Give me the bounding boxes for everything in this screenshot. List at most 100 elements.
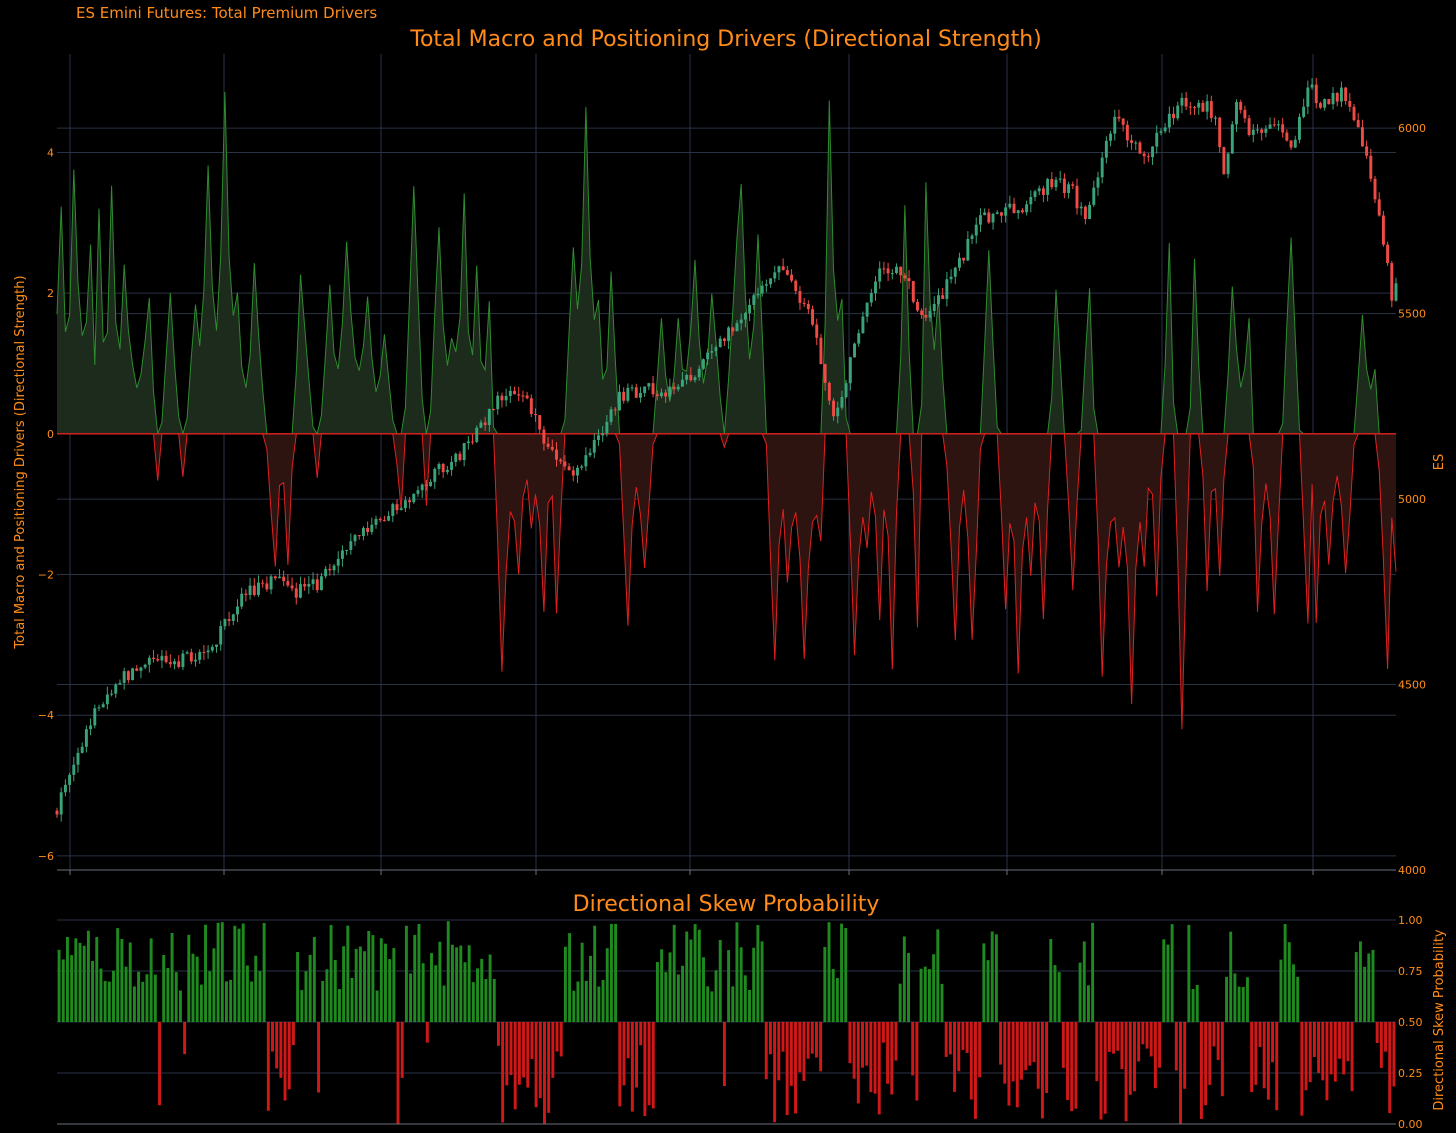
skew-bar [869,1022,873,1093]
skew-bar [877,1022,881,1115]
skew-bar [907,952,910,1022]
skew-bar [183,1022,187,1055]
candle-body [399,508,403,511]
skew-bar [103,980,107,1022]
candle-body [500,395,504,401]
candle-body [932,303,936,312]
candle-body [215,644,218,647]
skew-tick-label: 1.00 [1398,914,1423,927]
candle-body [1365,146,1369,156]
candle-body [815,324,819,338]
skew-bar [199,984,203,1022]
skew-bar [1066,1022,1069,1100]
candle-body [1037,188,1041,192]
skew-bar [1271,1022,1275,1063]
candle-body [798,291,802,303]
candle-body [265,583,269,590]
candle-body [257,582,260,595]
skew-bar [982,943,986,1022]
skew-bar [354,948,358,1022]
candle-body [916,301,919,311]
skew-bar [1392,1022,1396,1087]
skew-bar [1120,1022,1124,1070]
candle-body [517,394,521,396]
skew-bar [1099,1022,1103,1120]
candle-body [1109,133,1113,141]
skew-bar [300,990,304,1022]
candle-body [819,337,823,365]
candle-body [1289,140,1293,148]
skew-bar [597,986,601,1022]
skew-bar [158,1022,161,1106]
skew-bar [1007,1022,1011,1106]
skew-bar [911,1022,915,1076]
skew-bar [1149,1022,1153,1057]
skew-bar [681,965,685,1022]
candle-body [1079,206,1083,209]
skew-bar [496,1022,500,1046]
candle-body [664,392,668,397]
skew-bar [216,922,220,1022]
candle-body [605,421,609,434]
candle-body [521,395,525,397]
skew-bar [61,959,65,1022]
skew-bar [568,933,572,1022]
candle-body [1331,93,1335,105]
skew-bar [1312,1022,1316,1057]
candle-body [987,212,991,223]
skew-bar [413,934,417,1022]
candle-body [1029,197,1033,205]
skew-bar [1103,1022,1107,1114]
left-tick-label: −4 [38,709,54,722]
candle-body [1041,188,1045,195]
candle-body [357,535,361,537]
candle-body [1004,207,1008,216]
candle-body [395,504,399,511]
skew-gridlines [57,919,1396,1125]
candle-body [349,541,353,550]
skew-bar [1292,964,1295,1022]
candle-body [240,593,244,607]
skew-bar [325,969,329,1022]
candle-body [1390,263,1394,301]
candle-body [991,213,995,223]
candle-body [1226,153,1230,175]
skew-bar [488,954,492,1022]
skew-bar [1204,1022,1208,1106]
skew-bar [969,1022,973,1100]
skew-bar [722,1022,726,1087]
skew-bar [74,938,78,1022]
skew-bar [220,922,224,1022]
skew-bar [710,991,714,1022]
skew-bar [919,968,923,1022]
candle-body [282,576,286,582]
skew-bar [1045,1022,1049,1093]
skew-bar [379,938,383,1022]
skew-bar [1170,924,1174,1022]
skew-bar [99,968,103,1022]
skew-bar [986,960,990,1022]
candle-body [1277,124,1280,126]
skew-bar [547,1022,551,1113]
candle-body [571,470,575,476]
candle-body [836,407,840,417]
candle-body [1369,155,1373,179]
skew-bar [651,1022,655,1109]
skew-bar [961,1022,965,1050]
candle-body [689,374,693,381]
candle-body [680,379,684,387]
skew-bar [384,943,387,1022]
skew-bar [409,973,413,1022]
candle-body [1176,105,1180,119]
skew-bar [635,1022,639,1088]
candle-body [727,327,731,342]
candle-body [945,279,949,299]
skew-bar [614,923,618,1022]
skew-bar [1028,1022,1032,1066]
skew-bar [697,929,701,1022]
candle-body [1025,204,1029,213]
skew-bar [1250,1022,1254,1093]
skew-bar [388,959,392,1022]
skew-bar [756,925,760,1022]
skew-bar [137,971,141,1022]
